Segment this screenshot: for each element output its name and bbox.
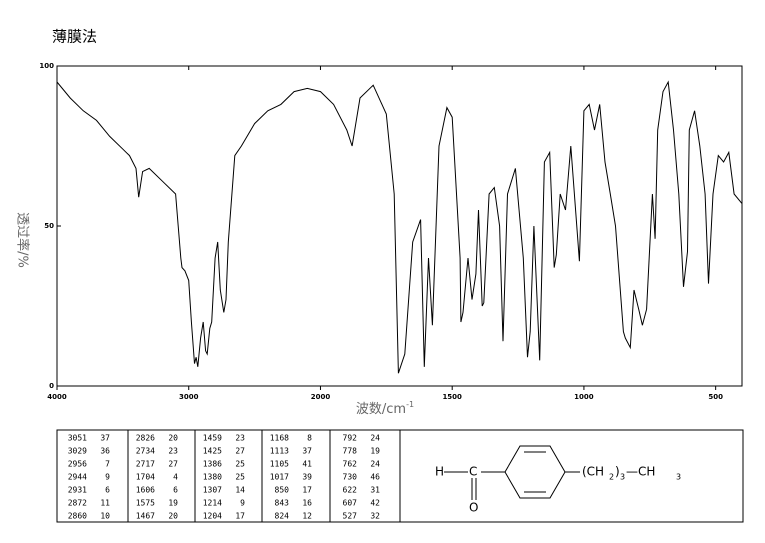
peak-wavenumber: 1017 (270, 473, 289, 482)
peak-wavenumber: 1380 (203, 473, 222, 482)
structure-label: 2 (609, 473, 614, 482)
structure-label: —CH (626, 465, 655, 479)
peak-transmittance: 12 (302, 512, 312, 521)
x-tick-label: 1000 (574, 393, 594, 401)
peak-transmittance: 25 (235, 473, 245, 482)
peak-transmittance: 10 (100, 512, 110, 521)
peak-wavenumber: 1704 (136, 473, 155, 482)
peak-wavenumber: 1425 (203, 447, 222, 456)
peak-wavenumber: 1459 (203, 434, 222, 443)
plot-frame (56, 65, 743, 387)
y-tick-label: 50 (44, 222, 54, 230)
peak-transmittance: 37 (100, 434, 110, 443)
y-tick-label: 100 (39, 62, 54, 70)
spectrum-line (56, 80, 743, 374)
structure-label: (CH (582, 465, 604, 479)
x-tick-label: 1500 (442, 393, 462, 401)
peak-wavenumber: 2734 (136, 447, 155, 456)
peak-wavenumber: 1606 (136, 486, 155, 495)
structure-label: C (469, 465, 477, 479)
peak-wavenumber: 1307 (203, 486, 222, 495)
peak-wavenumber: 2944 (68, 473, 87, 482)
peak-wavenumber: 824 (275, 512, 290, 521)
peak-wavenumber: 2717 (136, 460, 155, 469)
peak-transmittance: 23 (168, 447, 178, 456)
structure (444, 445, 580, 500)
peak-transmittance: 4 (173, 473, 178, 482)
peak-wavenumber: 3029 (68, 447, 87, 456)
structure-label: O (469, 501, 478, 515)
peak-transmittance: 27 (168, 460, 178, 469)
peak-transmittance: 23 (235, 434, 245, 443)
peak-wavenumber: 762 (343, 460, 358, 469)
peak-wavenumber: 1113 (270, 447, 289, 456)
peak-wavenumber: 1467 (136, 512, 155, 521)
peak-transmittance: 14 (235, 486, 245, 495)
x-tick-label: 2000 (311, 393, 331, 401)
peak-wavenumber: 2931 (68, 486, 87, 495)
peak-wavenumber: 850 (275, 486, 290, 495)
peak-transmittance: 31 (370, 486, 380, 495)
y-axis-label: 透过率/% (15, 212, 31, 268)
peak-transmittance: 27 (235, 447, 245, 456)
peak-wavenumber: 843 (275, 499, 290, 508)
peak-transmittance: 9 (105, 473, 110, 482)
peak-transmittance: 46 (370, 473, 380, 482)
peak-transmittance: 36 (100, 447, 110, 456)
peak-transmittance: 11 (100, 499, 110, 508)
peak-wavenumber: 792 (343, 434, 358, 443)
x-tick-label: 500 (708, 393, 723, 401)
x-label-sup: -1 (406, 400, 414, 409)
peak-transmittance: 16 (302, 499, 312, 508)
peak-transmittance: 19 (370, 447, 380, 456)
x-tick-label: 3000 (179, 393, 199, 401)
peak-wavenumber: 3051 (68, 434, 87, 443)
peak-transmittance: 37 (302, 447, 312, 456)
peak-transmittance: 32 (370, 512, 380, 521)
peak-transmittance: 24 (370, 434, 380, 443)
peak-wavenumber: 2956 (68, 460, 87, 469)
peak-wavenumber: 1168 (270, 434, 289, 443)
peak-wavenumber: 1105 (270, 460, 289, 469)
peak-transmittance: 25 (235, 460, 245, 469)
peak-transmittance: 6 (105, 486, 110, 495)
structure-label: ) (615, 465, 620, 479)
peak-wavenumber: 2826 (136, 434, 155, 443)
peak-wavenumber: 1575 (136, 499, 155, 508)
peak-transmittance: 39 (302, 473, 312, 482)
x-tick-label: 4000 (47, 393, 67, 401)
peak-wavenumber: 1214 (203, 499, 222, 508)
peak-transmittance: 24 (370, 460, 380, 469)
y-tick-label: 0 (49, 382, 54, 390)
structure-label: H (435, 465, 444, 479)
peak-wavenumber: 607 (343, 499, 358, 508)
peak-transmittance: 20 (168, 434, 178, 443)
peak-transmittance: 6 (173, 486, 178, 495)
peak-transmittance: 41 (302, 460, 312, 469)
peak-transmittance: 9 (240, 499, 245, 508)
structure-label: 3 (676, 473, 681, 482)
peak-transmittance: 19 (168, 499, 178, 508)
chart-title: 薄膜法 (52, 28, 97, 46)
peak-wavenumber: 730 (343, 473, 358, 482)
peak-wavenumber: 1204 (203, 512, 222, 521)
peak-transmittance: 42 (370, 499, 380, 508)
x-axis-label: 波数/cm-1 (356, 400, 414, 417)
peak-transmittance: 20 (168, 512, 178, 521)
peak-wavenumber: 2872 (68, 499, 87, 508)
peak-wavenumber: 1386 (203, 460, 222, 469)
x-label-text: 波数/cm (356, 402, 406, 417)
peak-wavenumber: 778 (343, 447, 358, 456)
peak-wavenumber: 2860 (68, 512, 87, 521)
peak-wavenumber: 527 (343, 512, 358, 521)
peak-transmittance: 7 (105, 460, 110, 469)
peak-wavenumber: 622 (343, 486, 358, 495)
peak-transmittance: 17 (235, 512, 245, 521)
structure-label: 3 (620, 473, 625, 482)
peak-transmittance: 8 (307, 434, 312, 443)
peak-transmittance: 17 (302, 486, 312, 495)
